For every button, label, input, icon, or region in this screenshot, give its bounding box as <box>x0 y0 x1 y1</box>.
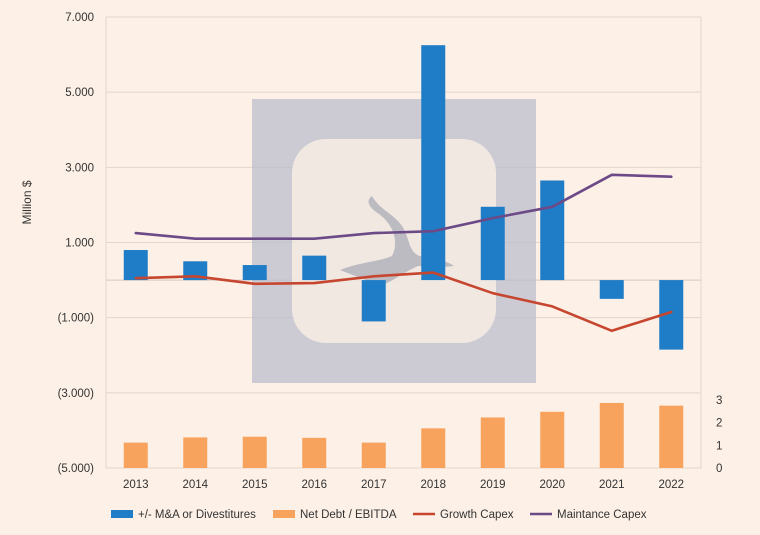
x-tick-label: 2018 <box>420 479 446 491</box>
net-debt-bar-2018 <box>421 428 446 468</box>
x-tick-label: 2016 <box>301 479 327 491</box>
y-tick-label: (5.000) <box>58 463 95 475</box>
y-axis-title: Million $ <box>20 180 34 224</box>
ma-bar-2013 <box>123 250 148 281</box>
legend-swatch-net-debt-ebitda <box>273 510 295 518</box>
net-debt-bar-2017 <box>361 442 386 468</box>
growth-capexline <box>134 271 673 333</box>
y2-tick-label: 1 <box>716 440 722 452</box>
y2-tick-label: 0 <box>716 463 722 475</box>
legend-label-net-debt-ebitda: Net Debt / EBITDA <box>300 509 397 521</box>
y2-tick-label: 2 <box>716 418 722 430</box>
net-debt-ebitda-bars <box>123 402 684 468</box>
net-debt-bar-2022 <box>659 405 684 468</box>
x-tick-label: 2017 <box>361 479 387 491</box>
legend-label-maintance-capex: Maintance Capex <box>557 509 647 521</box>
net-debt-bar-2013 <box>123 442 148 468</box>
net-debt-bar-2016 <box>302 437 327 468</box>
y-tick-label: (1.000) <box>58 313 95 325</box>
axes: 7.000 5.000 3.000 1.000 (1.000) (3.000) (5.000… <box>20 12 722 491</box>
ma-bar-2021 <box>599 280 624 299</box>
x-tick-label: 2021 <box>599 479 625 491</box>
ma-divestitures-bars <box>123 45 684 350</box>
net-debt-bar-2019 <box>480 417 505 468</box>
ma-bar-2016 <box>302 255 327 281</box>
maintance-capexline <box>134 173 673 240</box>
x-tick-label: 2020 <box>539 479 565 491</box>
y-tick-label: 3.000 <box>65 162 94 174</box>
net-debt-bar-2020 <box>540 411 565 468</box>
y2-tick-label: 3 <box>716 395 722 407</box>
x-tick-label: 2014 <box>182 479 208 491</box>
legend-label-growth-capex: Growth Capex <box>440 509 514 521</box>
net-debt-bar-2021 <box>599 402 624 468</box>
ma-bar-2015 <box>242 265 267 281</box>
ma-bar-2020 <box>540 180 565 281</box>
y-tick-label: 5.000 <box>65 87 94 99</box>
y-tick-label: 7.000 <box>65 12 94 24</box>
x-tick-label: 2019 <box>480 479 506 491</box>
legend-swatch--m-a-or-divestitures <box>111 510 133 518</box>
ma-bar-2018 <box>421 45 446 281</box>
y-tick-label: (3.000) <box>58 388 95 400</box>
capex-lines <box>134 173 673 333</box>
net-debt-bar-2014 <box>183 437 208 468</box>
x-tick-label: 2022 <box>658 479 684 491</box>
y-tick-label: 1.000 <box>65 238 94 250</box>
legend: +/- M&A or Divestitures Net Debt / EBITDA… <box>111 509 647 521</box>
x-tick-label: 2013 <box>123 479 149 491</box>
net-debt-bar-2015 <box>242 436 267 468</box>
legend-label--m-a-or-divestitures: +/- M&A or Divestitures <box>138 509 256 521</box>
ma-bar-2017 <box>361 280 386 322</box>
x-tick-label: 2015 <box>242 479 268 491</box>
